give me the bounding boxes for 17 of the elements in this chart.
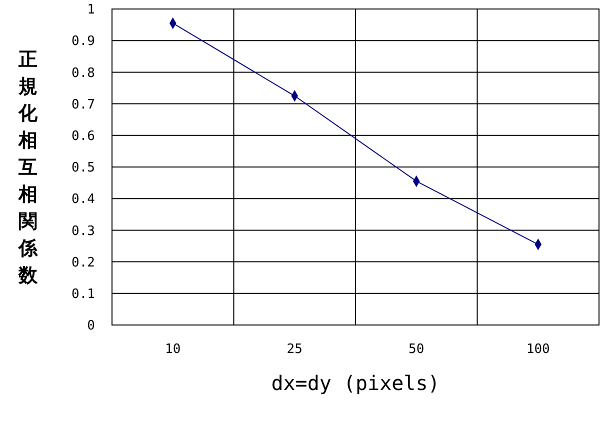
y-tick-label: 0.9 <box>72 34 95 50</box>
y-tick-label: 0.5 <box>72 160 95 176</box>
y-tick-label: 0.1 <box>72 286 95 302</box>
x-tick-label: 100 <box>526 342 550 357</box>
y-tick-label: 0.2 <box>72 255 95 270</box>
x-axis-title: dx=dy (pixels) <box>271 371 440 395</box>
y-tick-label: 0.7 <box>72 97 95 112</box>
x-tick-label: 50 <box>408 342 424 357</box>
text: 正規化相互相関係数 <box>18 48 38 287</box>
y-tick-label: 0 <box>87 318 95 334</box>
y-tick-label: 0.6 <box>72 128 95 144</box>
y-tick-label: 0.3 <box>72 224 95 239</box>
x-tick-label: 10 <box>165 342 181 357</box>
y-tick-label: 0.4 <box>72 192 96 208</box>
x-tick-label: 25 <box>286 342 302 357</box>
y-tick-label: 1 <box>87 2 95 18</box>
y-tick-label: 0.8 <box>72 66 95 81</box>
